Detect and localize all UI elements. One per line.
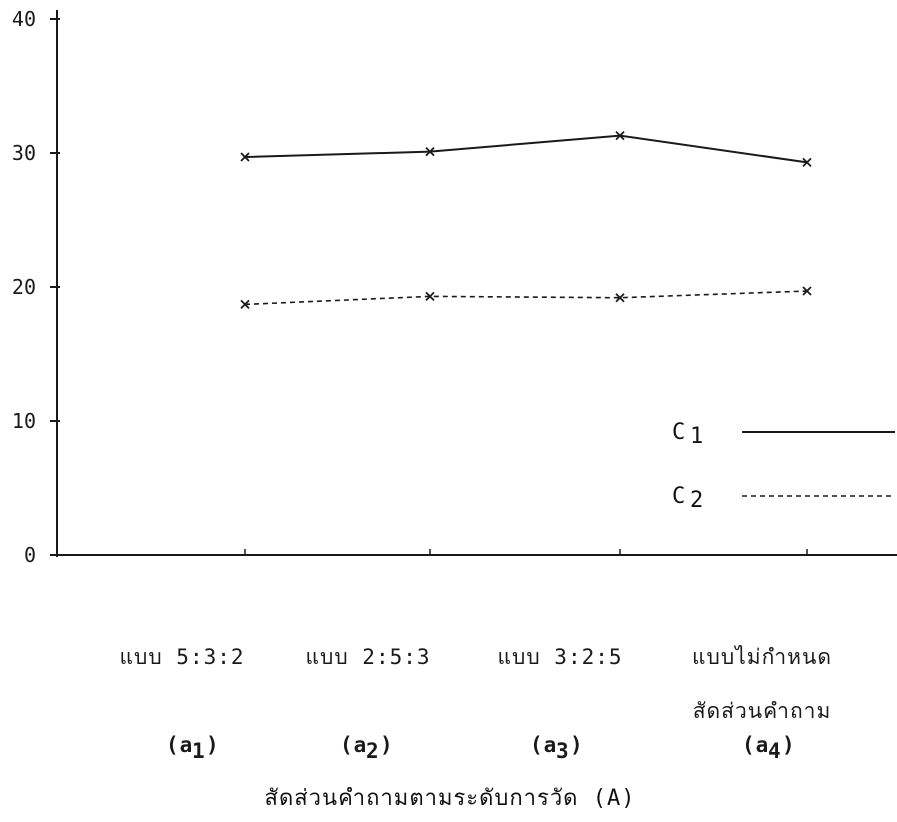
legend-label-subscript: 2 — [690, 488, 703, 513]
y-axis-ticks: 0 10 20 30 40 — [12, 7, 60, 567]
y-tick-label: 10 — [12, 409, 36, 433]
x-category-label: แบบ 5:3:2 — [119, 645, 244, 669]
x-axis-label: สัดส่วนคำถามตามระดับการวัด (A) — [265, 786, 636, 811]
x-category-code-close: ) — [380, 733, 394, 757]
legend-label: C — [672, 484, 685, 509]
series-1 — [241, 132, 811, 167]
x-category-code: (a3) — [530, 733, 584, 763]
x-category-code: (a4) — [742, 733, 796, 763]
x-category-code-base: (a — [166, 733, 193, 757]
y-tick-label: 40 — [12, 7, 36, 31]
x-category-code-close: ) — [206, 733, 220, 757]
series-line — [245, 291, 807, 304]
x-category-code-base: (a — [742, 733, 769, 757]
x-category-code-base: (a — [530, 733, 557, 757]
x-category-code-subscript: 1 — [192, 739, 206, 763]
series-line — [245, 136, 807, 163]
x-category-label: แบบไม่กำหนด — [692, 645, 832, 669]
y-tick-label: 0 — [24, 543, 36, 567]
x-category-label-line2: สัดส่วนคำถาม — [693, 699, 832, 723]
legend-label-subscript: 1 — [690, 424, 703, 449]
x-category-code-subscript: 2 — [366, 739, 380, 763]
x-category-code-close: ) — [570, 733, 584, 757]
x-category-code-subscript: 3 — [556, 739, 570, 763]
x-category-code: (a2) — [340, 733, 394, 763]
legend-label: C — [672, 420, 685, 445]
chart-axes — [57, 10, 897, 557]
x-category-code: (a1) — [166, 733, 220, 763]
x-axis-categories: แบบ 5:3:2 แบบ 2:5:3 แบบ 3:2:5 แบบไม่กำหนดสั… — [119, 645, 832, 763]
series-2 — [241, 287, 811, 308]
y-tick-label: 30 — [12, 141, 36, 165]
legend: C 1C 2 — [672, 420, 895, 513]
x-category-code-subscript: 4 — [768, 739, 782, 763]
x-category-label: แบบ 3:2:5 — [497, 645, 622, 669]
series-layer — [241, 132, 811, 309]
x-category-label: แบบ 2:5:3 — [305, 645, 430, 669]
x-category-code-base: (a — [340, 733, 367, 757]
y-tick-label: 20 — [12, 275, 36, 299]
x-category-code-close: ) — [782, 733, 796, 757]
